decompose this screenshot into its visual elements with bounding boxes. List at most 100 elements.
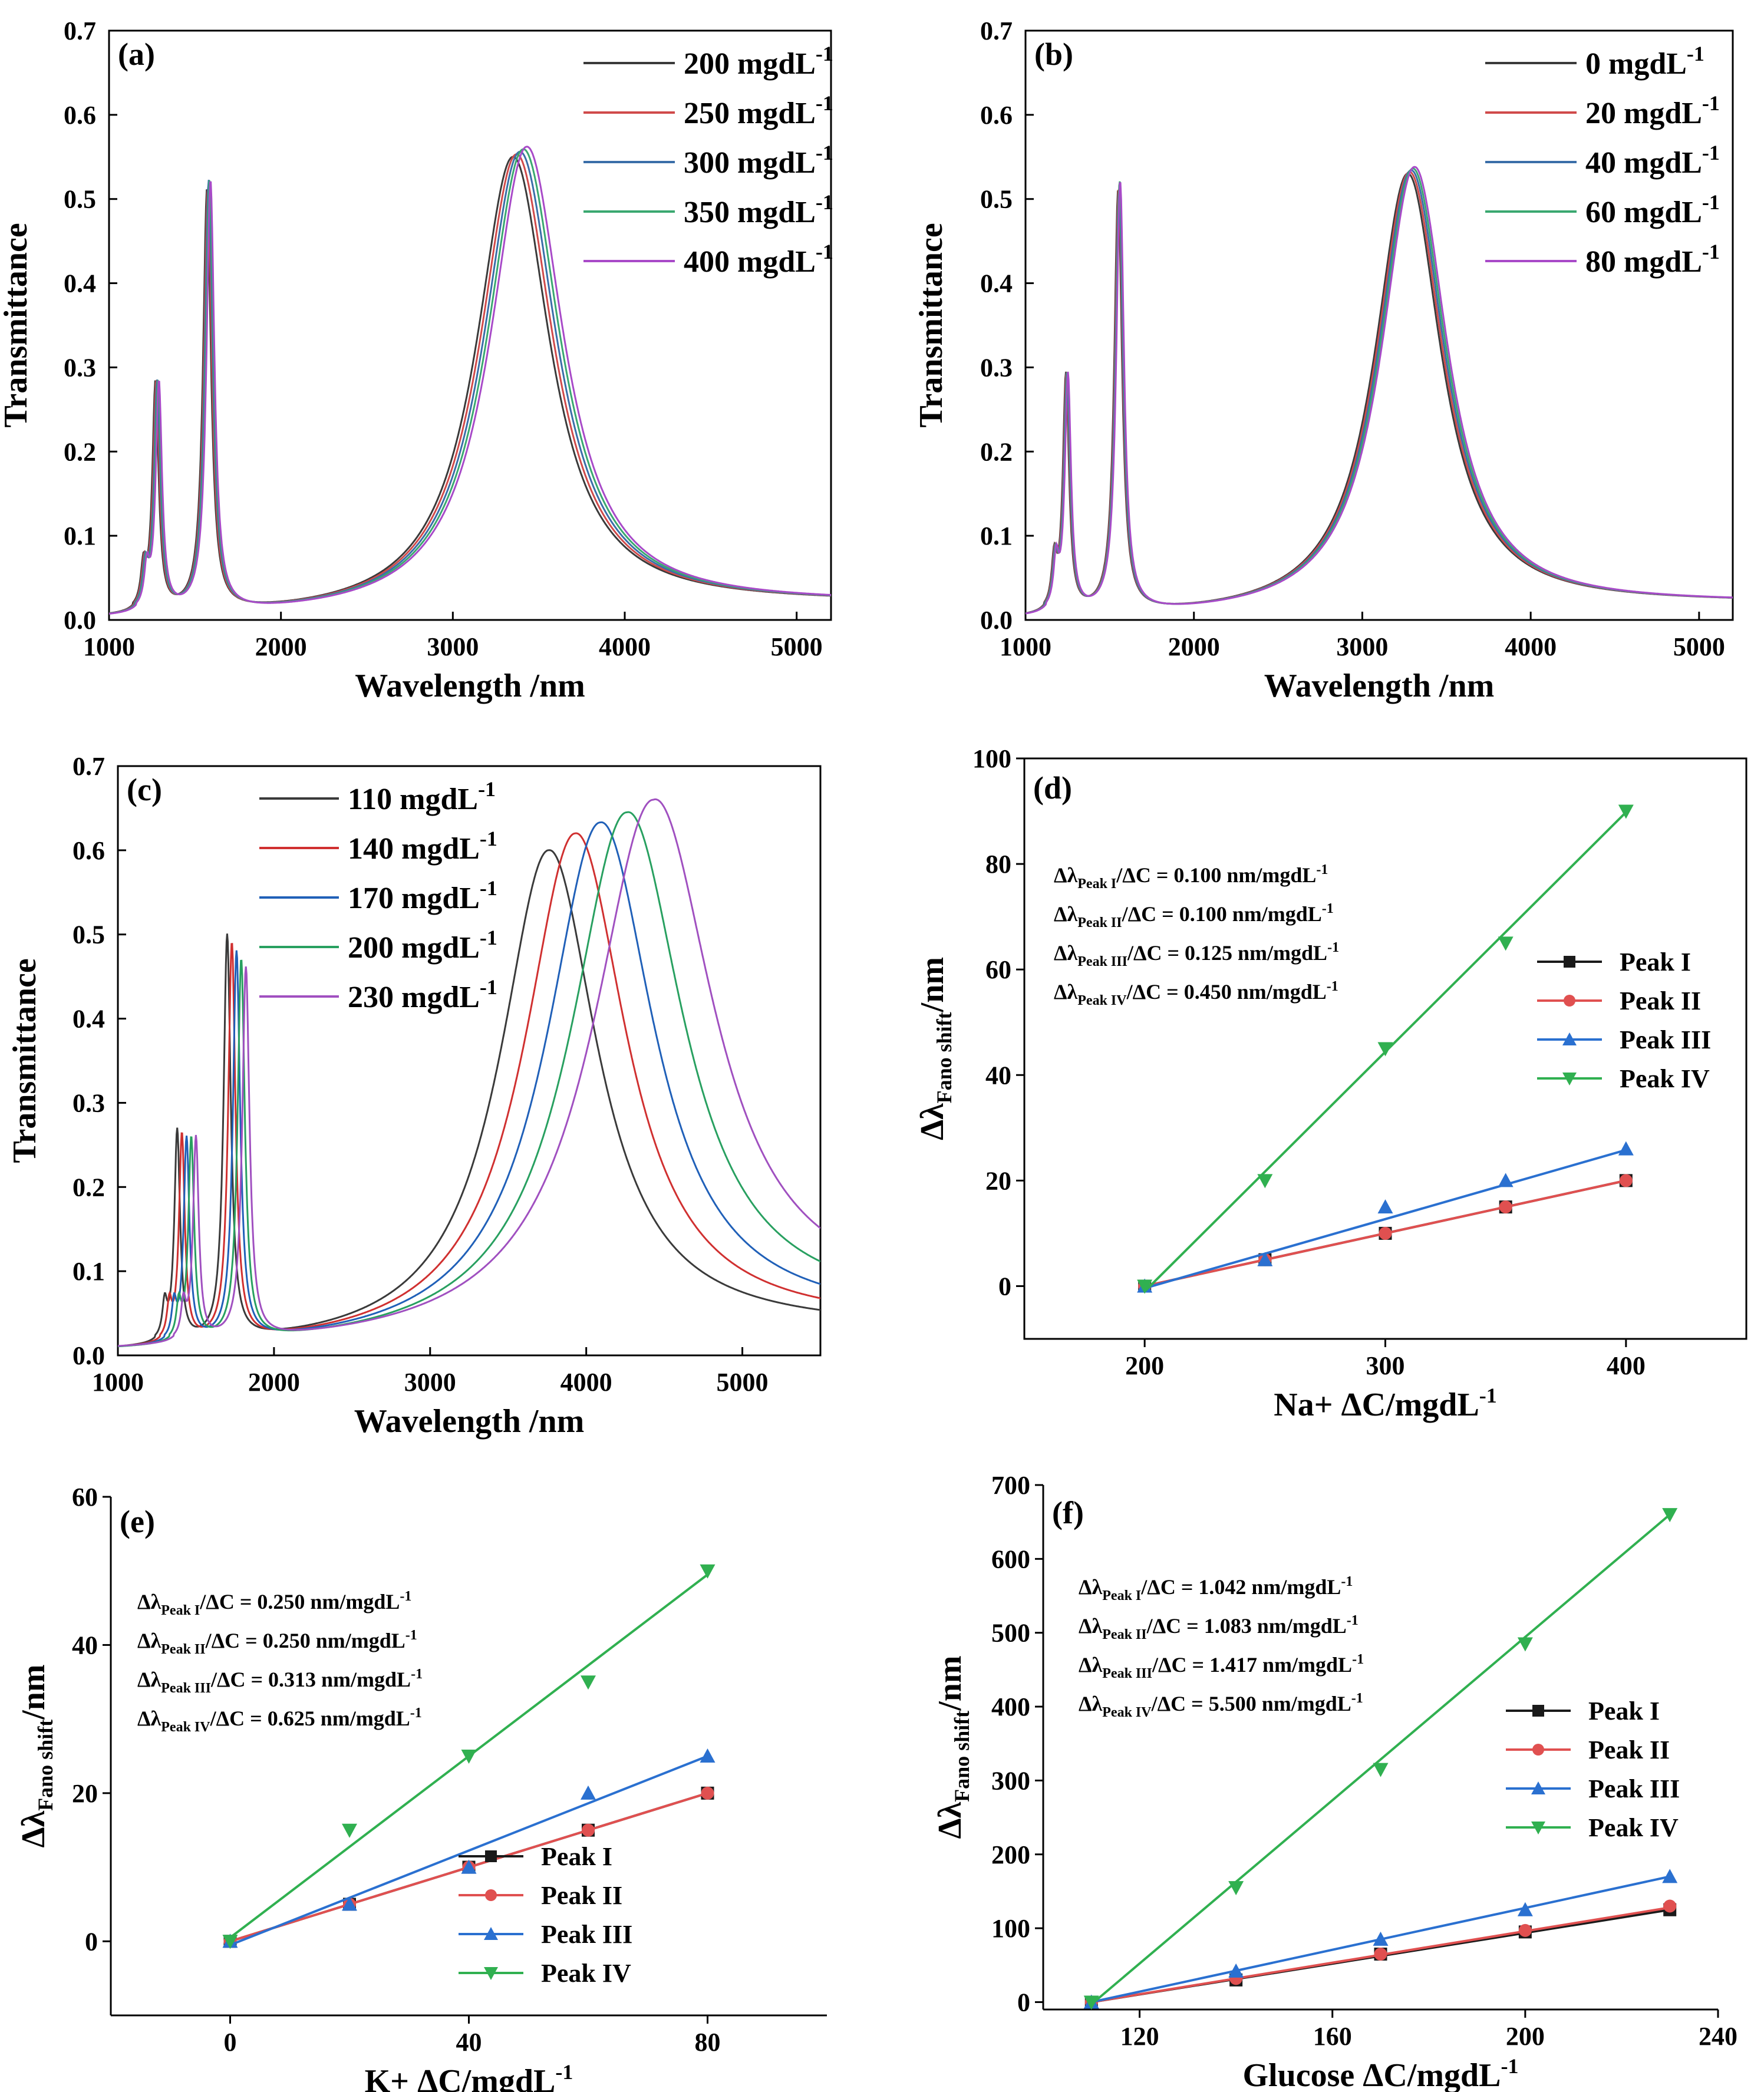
legend-marker [1531,1781,1545,1794]
data-point [700,1564,716,1579]
legend-label: 110 mgdL [348,783,478,816]
y-axis-label: ΔλFano shift/nm [914,957,956,1140]
legend-label: Peak IV [541,1959,631,1988]
x-tick-label: 3000 [404,1368,456,1397]
legend-marker [484,1967,498,1980]
y-axis-label-text: Transmittance [0,223,34,427]
y-axis-label-text: Transmittance [6,958,43,1163]
y-axis-label-sub: Fano shift [932,1012,956,1103]
series-line [118,811,820,1348]
y-tick-label: 60 [72,1483,98,1512]
y-tick-label: 0.2 [64,437,96,466]
y-tick-label: 0 [85,1927,98,1956]
panel-b: 1000 2000 3000 4000 5000 0.0 0.1 0.2 0.3 0.4 0.5 0.… [913,17,1734,704]
x-tick-label: 4000 [599,632,651,661]
y-tick-label: 40 [985,1061,1011,1090]
y-tick-label: 0.5 [64,185,96,214]
spectra [1026,166,1733,615]
y-axis-label-sub: Fano shift [34,1720,57,1811]
legend-label-sup: -1 [480,827,497,850]
ann-pre: Δλ [1079,1692,1103,1715]
x-tick-label: 2000 [248,1368,300,1397]
y-tick-label: 0.4 [64,269,96,298]
data-point [1517,1902,1533,1916]
y-axis-label-suffix: /nm [914,957,951,1012]
legend-label: 20 mgdL [1585,97,1702,130]
ann-post: /ΔC = 1.083 nm/mgdL [1146,1614,1347,1638]
data-point [1373,1931,1389,1946]
ann-post: /ΔC = 0.313 nm/mgdL [210,1668,411,1691]
y-tick-label: 0.1 [64,522,96,550]
y-tick-label: 60 [985,955,1011,984]
legend-entry: 110 mgdL-1 [348,777,496,816]
legend-label: 0 mgdL [1585,47,1687,81]
ann-sup: -1 [1327,940,1339,955]
y-tick-label: 0.5 [980,185,1013,214]
x-axis-label-text: K+ ΔC/mgdL [365,2063,556,2092]
legend-label: Peak III [1620,1025,1711,1054]
data-point [1618,1141,1634,1156]
ann-sup: -1 [405,1628,417,1643]
legend-label: 250 mgdL [684,97,816,130]
series-line [109,146,831,615]
x-tick-label: 400 [1607,1351,1646,1380]
y-tick-label: 80 [985,850,1011,879]
x-axis-label: Na+ ΔC/mgdL-1 [1274,1384,1497,1423]
ann-sub: Peak I [161,1603,200,1618]
legend: Peak I Peak II Peak III Peak IV [1506,1697,1680,1842]
x-tick-label: 120 [1120,2022,1159,2051]
ann-pre: Δλ [137,1668,161,1691]
series-line [118,821,820,1348]
y-axis-label: Transmittance [0,223,34,427]
y-tick-label: 0.5 [72,920,105,949]
legend-label-sup: -1 [478,777,496,801]
x-axis-label-sup: -1 [1501,2054,1519,2078]
y-tick-label: 0.4 [980,269,1013,298]
y-tick-label: 500 [991,1619,1030,1648]
y-tick-label: 0.6 [980,101,1013,130]
ann-sub: Peak II [161,1642,205,1657]
legend-label-sup: -1 [480,876,497,900]
ann-pre: Δλ [1054,941,1078,965]
legend-label: Peak I [1620,948,1691,976]
ann-post: /ΔC = 1.417 nm/mgdL [1152,1653,1352,1677]
y-tick-label: 0.3 [72,1088,105,1117]
y-axis-label-text: Δλ [932,1801,968,1839]
data-point [1518,1923,1532,1937]
ann-post: /ΔC = 5.500 nm/mgdL [1151,1692,1351,1715]
legend: 0 mgdL-120 mgdL-140 mgdL-160 mgdL-180 mg… [1485,42,1720,279]
plot-frame [108,29,832,621]
x-axis-label-text: Na+ ΔC/mgdL [1274,1387,1479,1423]
y-axis-label: ΔλFano shift/nm [15,1664,57,1847]
legend-entry: 20 mgdL-1 [1585,91,1720,130]
x-tick-label: 1000 [1000,632,1051,661]
data-point [581,1785,596,1800]
data-point [1379,1226,1392,1240]
data-point [1499,1200,1512,1214]
legend-entry: 400 mgdL-1 [684,240,833,279]
data-point [342,1896,357,1911]
y-tick-label: 600 [991,1545,1030,1573]
panel-label: (c) [127,772,162,807]
ann-sub: Peak II [1077,915,1122,930]
ann-sup: -1 [1347,1613,1359,1628]
ann-pre: Δλ [137,1629,161,1652]
ann-sub: Peak IV [1077,993,1127,1008]
x-axis-label-text: Wavelength /nm [1264,668,1494,704]
legend-marker [485,1850,497,1862]
ann-post: /ΔC = 1.042 nm/mgdL [1140,1575,1341,1599]
x-tick-label: 200 [1506,2022,1545,2051]
x-tick-label: 80 [695,2028,721,2057]
x-tick-label: 3000 [1336,632,1388,661]
y-tick-label: 0.0 [72,1341,105,1370]
y-axis-label-sub: Fano shift [950,1711,974,1802]
data-point [1228,1963,1244,1978]
ann-sup: -1 [1316,862,1328,877]
x-tick-label: 160 [1313,2022,1352,2051]
y-tick-label: 0.2 [980,437,1013,466]
legend-label: 60 mgdL [1585,196,1702,229]
legend-label-sup: -1 [816,141,833,164]
